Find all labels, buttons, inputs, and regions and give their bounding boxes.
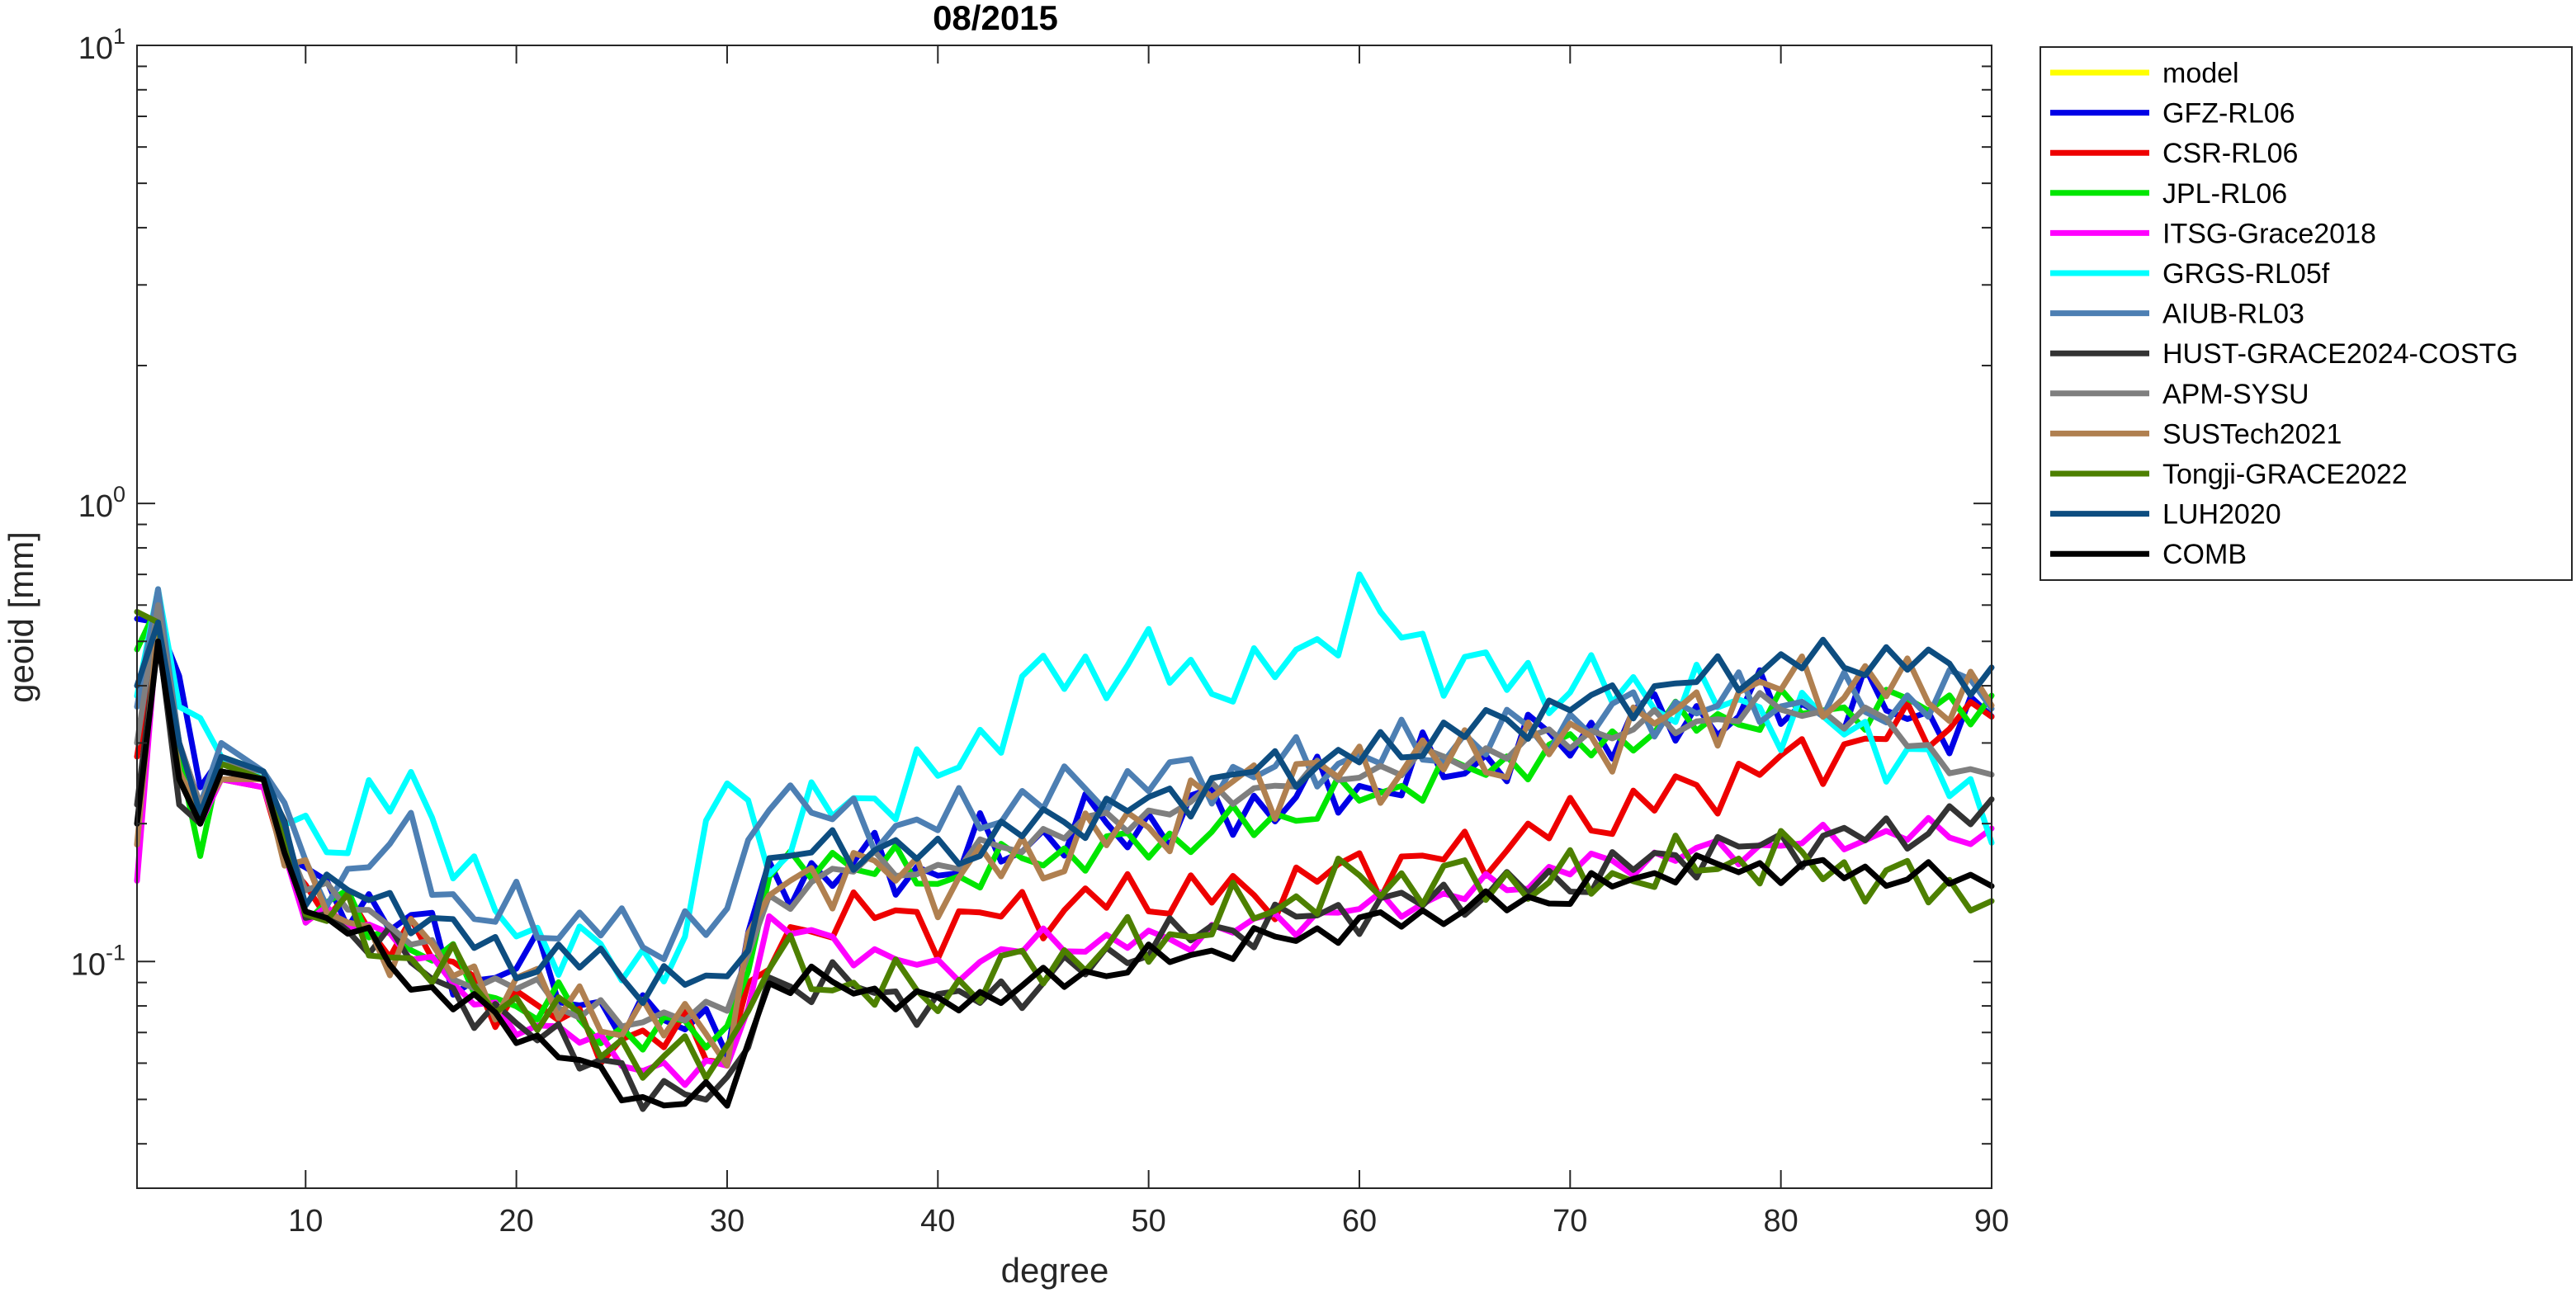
x-tick-label: 40 [920, 1204, 955, 1239]
legend-label: AIUB-RL03 [2162, 299, 2304, 330]
y-axis-label: geoid [mm] [2, 531, 40, 703]
legend-label: LUH2020 [2162, 499, 2281, 531]
legend-label: SUSTech2021 [2162, 418, 2342, 450]
series-line-sustech2021 [134, 619, 1995, 1069]
legend-label: COMB [2162, 539, 2247, 570]
x-tick-label: 60 [1342, 1204, 1377, 1239]
x-tick-label: 10 [288, 1204, 323, 1239]
legend: model GFZ-RL06 CSR-RL06 JPL-RL06 ITSG-Grace2… [2040, 46, 2573, 581]
series-line-luh2020 [134, 619, 1995, 1006]
legend-label: JPL-RL06 [2162, 178, 2287, 210]
x-axis-label: degree [1001, 1251, 1109, 1290]
plot-frame [136, 45, 1992, 1189]
y-tick-label: 100 [78, 482, 125, 524]
plot-lines [134, 571, 1995, 1112]
legend-label: GRGS-RL05f [2162, 258, 2330, 290]
legend-label: HUST-GRACE2024-COSTG [2162, 338, 2518, 370]
x-tick-label: 20 [499, 1204, 533, 1239]
x-tick-label: 70 [1553, 1204, 1587, 1239]
axes: 10 20 30 40 50 60 70 80 90 10-1 100 101 [71, 24, 2009, 1239]
x-tick-label: 50 [1131, 1204, 1165, 1239]
chart-title: 08/2015 [933, 0, 1058, 37]
y-tick-label: 101 [78, 24, 125, 66]
legend-label: APM-SYSU [2162, 379, 2309, 410]
series-line-hust-grace2024-costg [134, 630, 1995, 1112]
legend-label: CSR-RL06 [2162, 138, 2298, 169]
x-tick-label: 80 [1764, 1204, 1798, 1239]
x-tick-label: 90 [1974, 1204, 2009, 1239]
y-tick-label: 10-1 [71, 940, 125, 982]
series-line-comb [134, 638, 1995, 1109]
legend-label: model [2162, 58, 2239, 89]
legend-label: Tongji-GRACE2022 [2162, 459, 2408, 490]
series-line-tongji-grace2022 [134, 609, 1995, 1082]
x-tick-label: 30 [710, 1204, 744, 1239]
legend-label: ITSG-Grace2018 [2162, 218, 2376, 249]
legend-label: GFZ-RL06 [2162, 98, 2295, 130]
series-line-jpl-rl06 [134, 602, 1995, 1053]
